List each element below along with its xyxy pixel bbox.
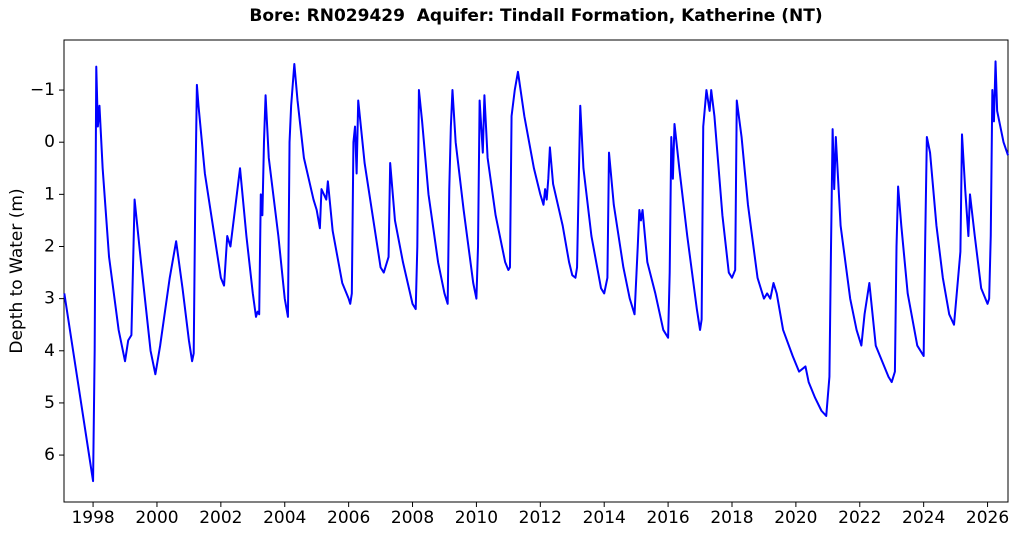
y-axis-label: Depth to Water (m)	[7, 188, 27, 353]
x-tick-label: 2014	[583, 508, 626, 528]
y-tick-label: 1	[44, 184, 55, 204]
x-tick-label: 2024	[902, 508, 945, 528]
y-tick-label: 3	[44, 289, 55, 309]
x-tick-label: 2026	[966, 508, 1009, 528]
x-tick-label: 1998	[71, 508, 114, 528]
chart-title: Bore: RN029429 Aquifer: Tindall Formatio…	[249, 6, 822, 26]
x-tick-label: 2006	[327, 508, 370, 528]
y-tick-label: 6	[44, 445, 55, 465]
x-tick-label: 2000	[135, 508, 178, 528]
x-tick-label: 2008	[391, 508, 434, 528]
y-tick-label: 5	[44, 393, 55, 413]
y-tick-label: −1	[30, 80, 55, 100]
y-tick-label: 4	[44, 341, 55, 361]
x-tick-label: 2004	[263, 508, 306, 528]
x-tick-label: 2002	[199, 508, 242, 528]
x-tick-label: 2016	[646, 508, 689, 528]
data-line	[63, 60, 1009, 483]
x-tick-label: 2018	[710, 508, 753, 528]
x-tick-label: 2010	[455, 508, 498, 528]
x-tick-label: 2022	[838, 508, 881, 528]
y-tick-label: 0	[44, 132, 55, 152]
plot-frame	[63, 39, 1009, 503]
y-tick-label: 2	[44, 236, 55, 256]
x-tick-label: 2020	[774, 508, 817, 528]
x-tick-label: 2012	[519, 508, 562, 528]
